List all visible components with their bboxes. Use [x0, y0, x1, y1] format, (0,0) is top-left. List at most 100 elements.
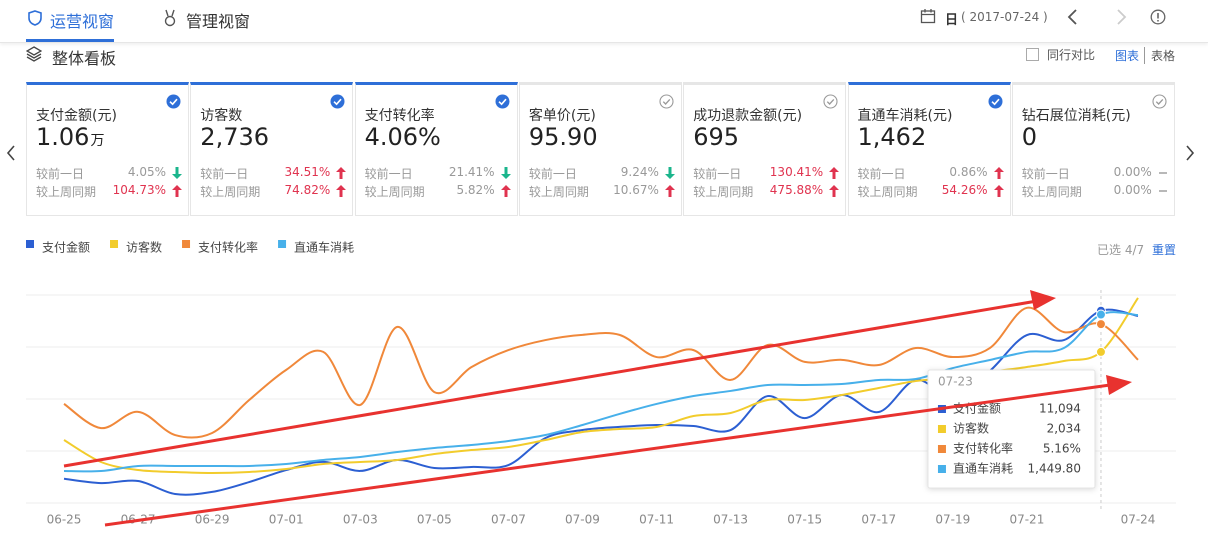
metric-card[interactable]: 支付转化率 4.06% 较前一日 21.41% 较上周同期 5.82%: [354, 82, 518, 216]
compare-row: 较前一日 0.86%: [858, 165, 1004, 181]
compare-change: 0.86%: [949, 165, 988, 179]
checkbox[interactable]: [1026, 48, 1039, 61]
view-table[interactable]: 表格: [1151, 49, 1176, 63]
tab[interactable]: 运营视窗: [50, 12, 115, 31]
metric-card[interactable]: 直通车消耗(元) 1,462 较前一日 0.86% 较上周同期 54.26%: [847, 82, 1011, 216]
value-number: 95.90: [528, 123, 598, 151]
check[interactable]: [495, 94, 510, 109]
tab-underline: [26, 39, 114, 42]
trend-down: [500, 167, 511, 179]
cards-next[interactable]: [1184, 144, 1196, 162]
check[interactable]: [330, 94, 345, 109]
tooltip-box: [927, 369, 1096, 489]
date[interactable]: ( 2017-07-24 ): [961, 10, 1048, 24]
compare-label: 较上周同期: [528, 185, 589, 199]
value-number: 1,462: [857, 123, 927, 151]
compare-change: 475.88%: [769, 183, 824, 197]
value-number: 2,736: [200, 123, 270, 151]
compare-row: 较前一日 34.51%: [200, 165, 347, 181]
grid: [26, 294, 1176, 504]
compare-change: 74.82%: [284, 183, 331, 197]
prev-day[interactable]: [1066, 8, 1080, 26]
compare-label: 较前一日: [364, 167, 413, 181]
legend-swatch: [182, 240, 191, 248]
metric-card[interactable]: 钻石展位消耗(元) 0 较前一日 0.00% 较上周同期 0.00%: [1011, 82, 1175, 216]
next-day[interactable]: [1114, 8, 1128, 26]
check[interactable]: [659, 94, 674, 109]
x-tick-label: 07-15: [787, 513, 822, 527]
compare-change: 10.67%: [613, 183, 659, 197]
compare-row: 较上周同期 475.88%: [693, 183, 840, 199]
trend-down: [664, 167, 675, 179]
compare-label: 较上周同期: [1021, 185, 1082, 199]
trend-up: [829, 185, 840, 197]
check[interactable]: [166, 94, 181, 109]
metric-card[interactable]: 客单价(元) 95.90 较前一日 9.24% 较上周同期 10.67%: [518, 82, 682, 216]
x-tick-label: 06-25: [47, 513, 82, 527]
compare-change: 5.82%: [456, 183, 495, 197]
compare-label: 较上周同期: [693, 185, 754, 199]
compare-toggle[interactable]: 同行对比: [1047, 48, 1096, 62]
check[interactable]: [1152, 94, 1167, 109]
hover-dot: [1095, 309, 1106, 320]
card-title: 直通车消耗(元): [857, 108, 953, 124]
compare-row: 较上周同期 54.26%: [858, 183, 1004, 199]
value-unit: 万: [90, 133, 105, 149]
card-title: 访客数: [200, 108, 243, 124]
info-icon[interactable]: [1150, 9, 1166, 25]
tooltip-swatch: [937, 445, 946, 453]
check[interactable]: [988, 94, 1003, 109]
x-tick-label: 07-05: [417, 513, 452, 527]
value-number: 1.06: [36, 123, 90, 151]
trend-arrow: [63, 300, 1035, 468]
check[interactable]: [823, 94, 838, 109]
compare-change: 0.00%: [1113, 165, 1152, 179]
compare-change: 9.24%: [620, 165, 659, 179]
legend-swatch: [26, 240, 34, 248]
metric-card[interactable]: 支付金额(元) 1.06万 较前一日 4.05% 较上周同期 104.73%: [26, 82, 189, 216]
card-value: 2,736: [200, 123, 269, 151]
trend-up: [664, 185, 675, 197]
date-unit[interactable]: 日: [945, 13, 959, 28]
compare-row: 较上周同期 104.73%: [36, 183, 182, 199]
tooltip-title: 07-23: [938, 375, 973, 389]
tooltip-value: 5.16%: [1043, 442, 1081, 456]
card-title: 钻石展位消耗(元): [1021, 108, 1131, 124]
tooltip-name: 支付转化率: [953, 441, 1013, 456]
arrow-head: [1030, 290, 1056, 310]
x-tick-label: 07-24: [1121, 513, 1156, 527]
chart: 06-2506-2706-2907-0107-0307-0507-0707-09…: [26, 240, 1176, 527]
calendar-icon[interactable]: [920, 8, 936, 24]
compare-row: 较前一日 9.24%: [529, 165, 675, 181]
hover-dot: [1095, 319, 1106, 330]
cards-prev[interactable]: [5, 144, 17, 162]
metric-card[interactable]: 成功退款金额(元) 695 较前一日 130.41% 较上周同期 475.88%: [683, 82, 847, 216]
tooltip-name: 访客数: [953, 421, 989, 436]
card-title: 成功退款金额(元): [693, 108, 803, 124]
trend-up: [336, 185, 347, 197]
value-number: 695: [693, 123, 739, 151]
reset[interactable]: 重置: [1152, 243, 1177, 257]
tooltip-value: 11,094: [1039, 402, 1081, 416]
card-value: 95.90: [529, 123, 598, 151]
view-chart[interactable]: 图表: [1115, 47, 1146, 64]
x-tick-label: 07-07: [491, 513, 526, 527]
card-title: 支付金额(元): [36, 108, 117, 124]
compare-label: 较上周同期: [364, 185, 425, 199]
legend-label: 访客数: [126, 240, 162, 255]
compare-row: 较上周同期 5.82%: [365, 183, 511, 199]
legend-label: 支付转化率: [198, 240, 258, 255]
legend-label: 直通车消耗: [294, 240, 354, 255]
tooltip-swatch: [937, 465, 946, 473]
compare-label: 较上周同期: [857, 185, 918, 199]
metric-card[interactable]: 访客数 2,736 较前一日 34.51% 较上周同期 74.82%: [190, 82, 354, 216]
card-title: 客单价(元): [528, 108, 596, 124]
tooltip-swatch: [937, 425, 946, 433]
legend-swatch: [110, 240, 119, 248]
tab[interactable]: 管理视窗: [186, 12, 251, 31]
compare-row: 较上周同期 0.00%: [1022, 183, 1168, 199]
compare-label: 较前一日: [1021, 167, 1070, 181]
tooltip-value: 1,449.80: [1028, 462, 1081, 476]
